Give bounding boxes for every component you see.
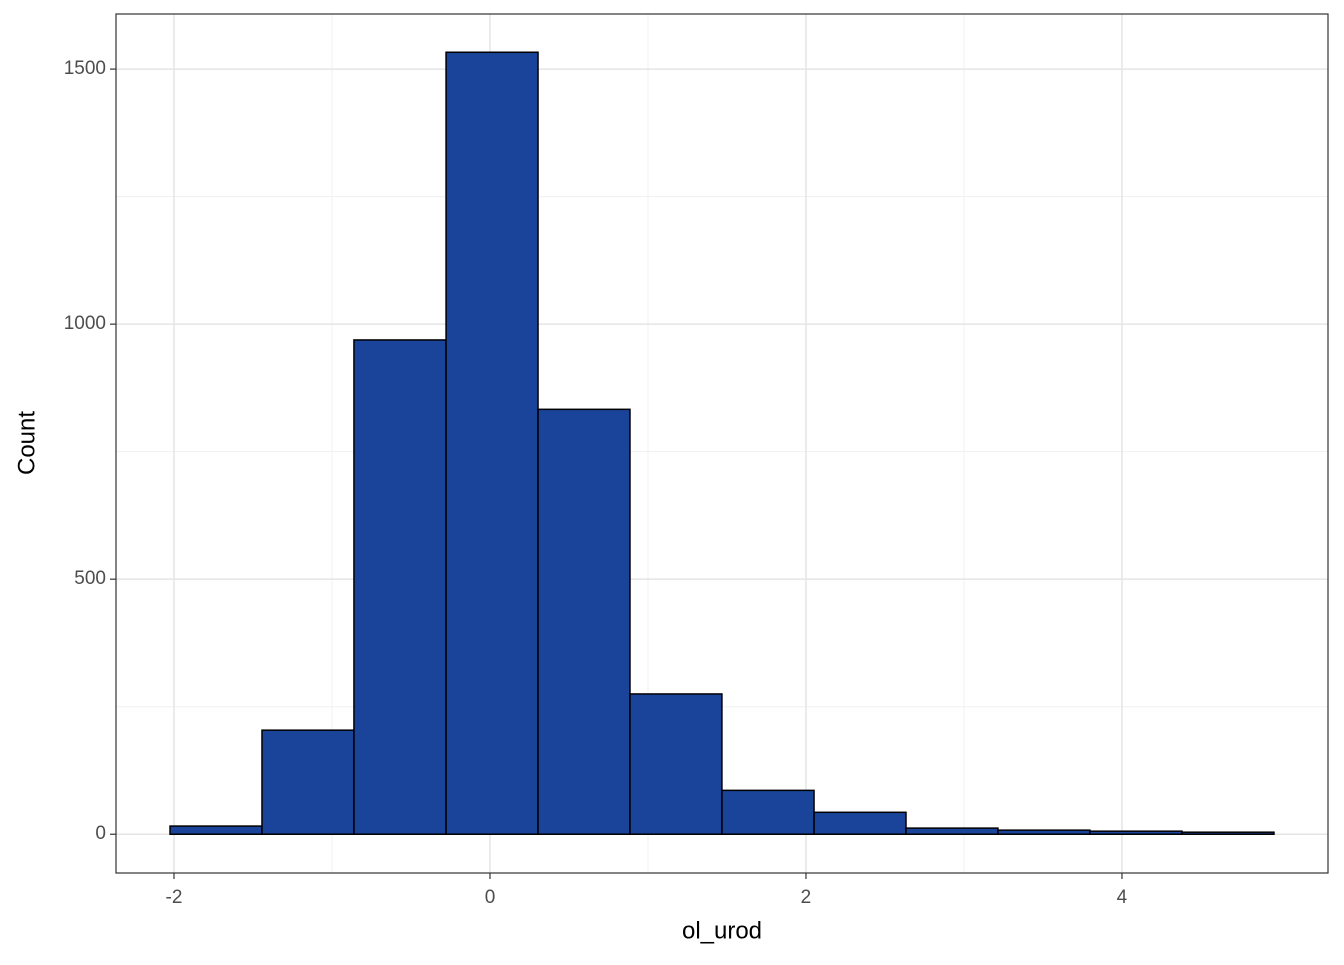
bar — [445, 51, 539, 835]
bar — [629, 693, 723, 835]
bar — [1181, 831, 1275, 835]
panel-border — [115, 13, 1329, 874]
bar — [997, 829, 1091, 835]
grid — [116, 14, 1328, 873]
bar — [261, 729, 355, 835]
y-tick-label: 1000 — [64, 313, 106, 334]
x-tick-label: 0 — [485, 887, 496, 908]
bar — [905, 827, 999, 835]
ticks: 0 500 1000 1500 -2 0 2 4 — [64, 58, 1128, 908]
x-tick-label: -2 — [166, 887, 183, 908]
bar — [353, 339, 447, 835]
x-tick-label: 2 — [801, 887, 812, 908]
y-tick-label: 1500 — [64, 58, 106, 79]
y-tick-label: 0 — [95, 823, 106, 844]
y-axis-title: Count — [13, 411, 40, 475]
bar — [721, 789, 815, 835]
bar — [1089, 830, 1183, 835]
x-tick-label: 4 — [1117, 887, 1128, 908]
y-tick-label: 500 — [74, 568, 106, 589]
bars — [169, 51, 1275, 835]
bar — [537, 408, 631, 835]
x-axis-title: ol_urod — [682, 917, 762, 944]
bar — [169, 825, 263, 835]
bar — [813, 811, 907, 835]
